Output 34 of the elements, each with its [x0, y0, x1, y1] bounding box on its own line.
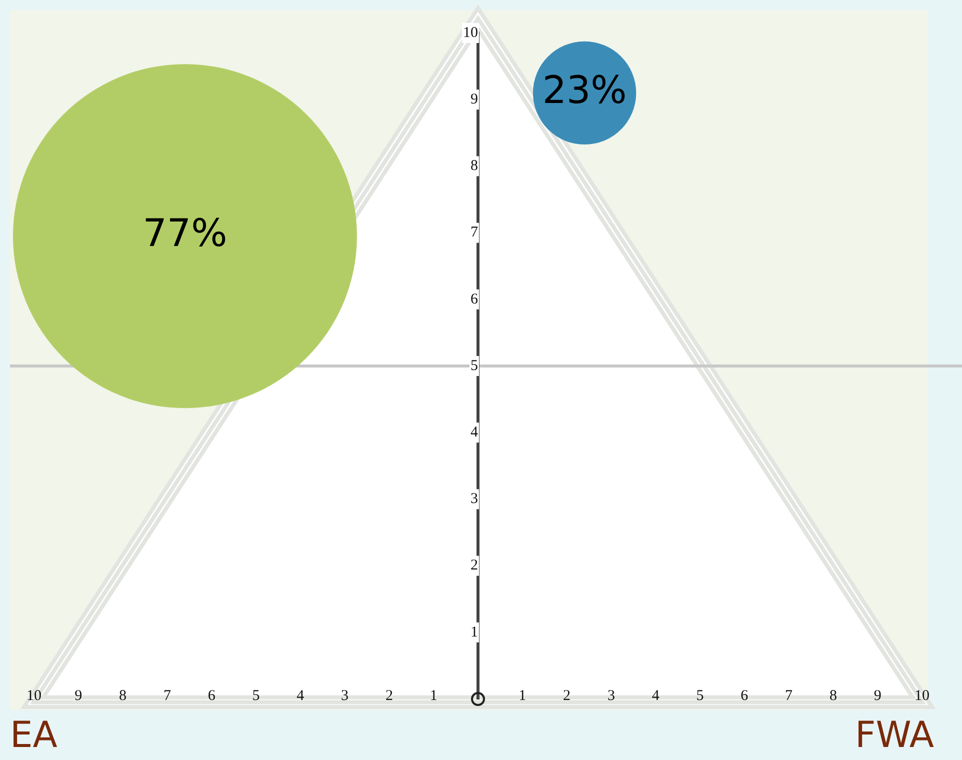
- x-tick-label: 5: [696, 688, 704, 704]
- x-tick-label: 8: [829, 688, 837, 704]
- y-tick-label: 7: [470, 224, 478, 241]
- y-tick-label: 9: [470, 92, 478, 108]
- x-tick-label: 9: [74, 688, 82, 704]
- text: EA: [10, 714, 58, 758]
- x-tick-label: 8: [119, 688, 127, 704]
- x-tick-label: 3: [341, 688, 349, 704]
- x-tick-label: 4: [296, 688, 305, 704]
- annotation: 23%: [542, 68, 627, 112]
- x-tick-label: 3: [607, 688, 615, 704]
- x-tick-label: 1: [430, 688, 438, 704]
- x-tick-label: 2: [563, 688, 571, 704]
- y-tick-label: 1: [470, 624, 478, 640]
- x-tick-label: 6: [208, 688, 216, 704]
- y-tick-label: 6: [470, 291, 478, 308]
- x-tick-label: 1: [518, 688, 526, 704]
- text: FWA: [855, 714, 934, 758]
- y-tick-label: 10: [463, 24, 478, 41]
- x-tick-label: 5: [252, 688, 260, 704]
- y-tick-label: 2: [470, 558, 478, 574]
- x-tick-label: 7: [785, 688, 794, 704]
- x-tick-label: 4: [652, 688, 660, 704]
- annotation: 77%: [142, 211, 228, 256]
- x-tick-label: 7: [163, 688, 172, 704]
- y-tick-label: 8: [470, 158, 478, 174]
- x-tick-label: 10: [914, 688, 930, 704]
- x-tick-label: 6: [740, 688, 749, 704]
- y-tick-label: 3: [470, 491, 478, 508]
- x-tick-label: 10: [26, 688, 42, 704]
- y-tick-label: 5: [470, 358, 478, 374]
- x-tick-label: 9: [874, 688, 882, 704]
- x-tick-label: 2: [385, 688, 393, 704]
- y-tick-label: 4: [470, 424, 478, 441]
